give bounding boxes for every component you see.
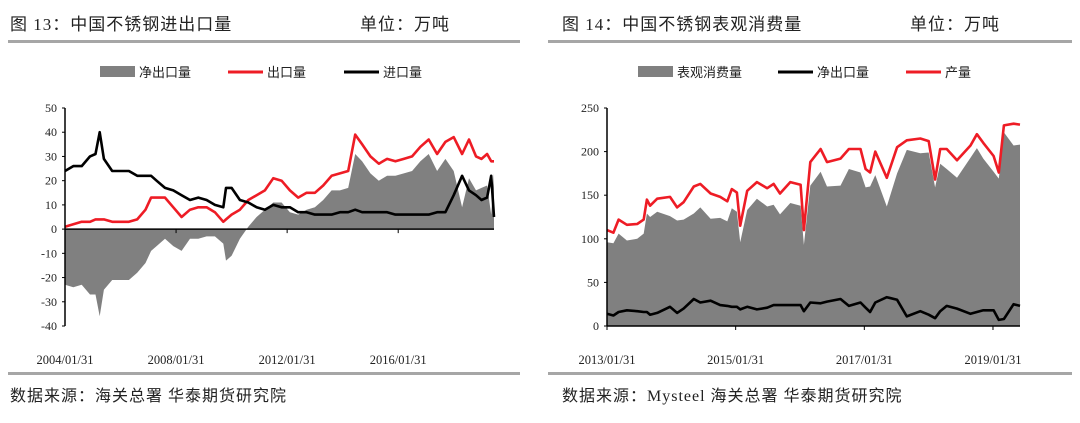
- right-legend-item: 表观消费量: [638, 65, 742, 80]
- right-chart-unit: 单位：万吨: [910, 15, 1000, 34]
- left-chart-title: 图 13：中国不锈钢进出口量: [10, 15, 233, 34]
- left-area-净出口量: [65, 154, 494, 317]
- left-y-tick-label: 10: [45, 198, 57, 212]
- right-line-产量: [606, 122, 1021, 234]
- left-y-tick-label: 30: [45, 149, 57, 163]
- left-y-tick-label: 40: [45, 125, 57, 139]
- right-area-表观消费量: [607, 132, 1020, 326]
- left-x-tick-label: 2008/01/31: [148, 353, 205, 367]
- right-x-tick-label: 2017/01/31: [836, 353, 893, 367]
- left-legend-swatch: [100, 66, 135, 77]
- right-legend-label: 表观消费量: [677, 65, 742, 80]
- left-legend-label: 出口量: [267, 65, 306, 80]
- right-chart-title: 图 14：中国不锈钢表观消费量: [562, 15, 803, 34]
- left-legend-item: 净出口量: [100, 65, 191, 80]
- right-line-净出口量: [606, 295, 1021, 322]
- right-y-tick-label: 0: [593, 319, 599, 333]
- right-x-tick-label: 2013/01/31: [579, 353, 636, 367]
- left-y-tick-label: 20: [45, 174, 57, 188]
- left-y-tick-label: -30: [41, 295, 57, 309]
- right-legend-label: 产量: [945, 65, 971, 80]
- left-y-tick-label: 0: [51, 222, 57, 236]
- left-legend-item: 进口量: [344, 65, 422, 80]
- left-title-rule: [8, 40, 520, 43]
- right-y-tick-label: 250: [581, 101, 599, 115]
- right-title-rule: [548, 40, 1072, 43]
- right-legend-item: 净出口量: [778, 65, 869, 80]
- right-x-tick-label: 2015/01/31: [707, 353, 764, 367]
- left-line-出口量: [64, 133, 494, 228]
- right-x-tick-label: 2019/01/31: [965, 353, 1022, 367]
- right-legend-label: 净出口量: [817, 65, 869, 80]
- left-line-进口量: [64, 130, 496, 218]
- right-y-tick-label: 100: [581, 232, 599, 246]
- left-chart: 50 40 30 20 10 0 -10 -20 -30 -40 2004/01/31 2008/01…: [37, 65, 496, 367]
- right-legend-swatch: [638, 66, 673, 77]
- left-y-tick-label: -10: [41, 246, 57, 260]
- right-y-tick-label: 200: [581, 145, 599, 159]
- left-legend-label: 净出口量: [139, 65, 191, 80]
- left-chart-unit: 单位：万吨: [360, 15, 450, 34]
- right-chart-source: 数据来源：Mysteel 海关总署 华泰期货研究院: [562, 388, 903, 405]
- left-x-tick-label: 2016/01/31: [370, 353, 427, 367]
- left-y-tick-label: 50: [45, 101, 57, 115]
- right-source-rule: [548, 372, 1072, 375]
- left-legend-label: 进口量: [383, 65, 422, 80]
- right-y-tick-label: 150: [581, 188, 599, 202]
- left-chart-source: 数据来源：海关总署 华泰期货研究院: [10, 388, 288, 405]
- right-y-tick-label: 50: [587, 275, 599, 289]
- left-source-rule: [8, 372, 520, 375]
- left-x-tick-label: 2004/01/31: [37, 353, 94, 367]
- right-chart: 250 200 150 100 50 0 2013/01/31 2015/01/31 2017/…: [579, 65, 1022, 367]
- left-legend-item: 出口量: [228, 65, 306, 80]
- left-y-tick-label: -20: [41, 271, 57, 285]
- left-x-tick-label: 2012/01/31: [259, 353, 316, 367]
- left-y-tick-label: -40: [41, 319, 57, 333]
- right-legend-item: 产量: [906, 65, 971, 80]
